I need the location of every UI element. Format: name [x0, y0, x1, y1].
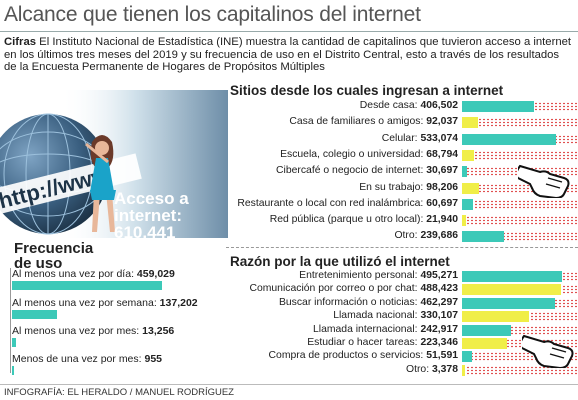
site-label: Casa de familiares o amigos: 92,037: [289, 116, 458, 128]
pointer-hand-icon: [518, 164, 570, 198]
pointer-hand-icon-2: [522, 334, 574, 368]
reason-label: Estudiar o hacer tareas: 223,346: [307, 337, 458, 348]
intro-paragraph: Cifras El Instituto Nacional de Estadíst…: [4, 36, 574, 74]
intro-text: El Instituto Nacional de Estadística (IN…: [4, 36, 572, 73]
frequency-title-line-1: Frecuencia: [14, 240, 94, 257]
reason-bar: [462, 338, 508, 349]
hero-value: 610,441: [114, 223, 176, 238]
footer-divider: [0, 384, 578, 385]
reason-value: 51,591: [426, 350, 458, 362]
site-label: Desde casa: 406,502: [359, 100, 458, 111]
site-bar: [462, 182, 480, 194]
frequency-bar: [12, 366, 14, 375]
site-dots: [462, 118, 578, 128]
reason-dots: [462, 325, 578, 335]
reason-bar: [462, 297, 556, 309]
reason-dots: [462, 339, 578, 348]
reason-bar: [462, 324, 512, 336]
reason-label: Entretenimiento personal: 495,271: [299, 270, 458, 281]
site-dots: [462, 150, 578, 160]
internet-access-callout: Acceso a internet: 610,441 capitalinos: [114, 190, 224, 238]
site-value: 68,794: [426, 148, 458, 160]
reason-value: 3,378: [431, 363, 458, 375]
reason-label: Llamada nacional: 330,107: [333, 310, 458, 322]
reason-value: 242,917: [420, 323, 458, 335]
reason-bar: [462, 351, 473, 363]
frequency-bar: [12, 310, 57, 319]
reason-label: Compra de productos o servicios: 51,591: [268, 350, 458, 362]
reason-bar: [462, 284, 561, 296]
site-dots: [462, 232, 578, 242]
reason-value: 495,271: [420, 270, 458, 281]
section-divider: [226, 247, 578, 248]
frequency-value: 13,256: [142, 325, 175, 337]
frequency-label: Al menos una vez por día: 459,029: [12, 268, 175, 280]
frequency-value: 137,202: [159, 297, 198, 309]
reason-bar: [462, 364, 465, 376]
site-label: En su trabajo: 98,206: [359, 181, 458, 193]
site-label: Otro: 239,686: [394, 230, 458, 242]
intro-lead: Cifras: [4, 36, 37, 48]
reason-value: 330,107: [420, 310, 458, 322]
reason-label: Buscar información o noticias: 462,297: [278, 296, 458, 308]
reason-value: 223,346: [420, 337, 458, 348]
reason-dots: [462, 365, 578, 375]
site-dots: [462, 199, 578, 209]
site-value: 406,502: [420, 100, 458, 111]
hero-line-1: Acceso a: [114, 189, 189, 208]
sites-title: Sitios desde los cuales ingresan a inter…: [230, 83, 504, 98]
site-value: 30,697: [426, 165, 458, 177]
frequency-title-line-2: de uso: [14, 255, 63, 272]
reason-bar: [462, 271, 562, 282]
site-bar: [462, 101, 534, 112]
site-value: 21,940: [426, 214, 458, 226]
site-label: Escuela, colegio o universidad: 68,794: [280, 148, 458, 160]
site-label: Cibercafé o negocio de internet: 30,697: [276, 165, 458, 177]
site-value: 98,206: [426, 181, 458, 193]
site-value: 239,686: [420, 230, 458, 242]
site-value: 60,697: [426, 197, 458, 209]
hero-svg: http://www: [0, 90, 228, 238]
frequency-title: Frecuencia de uso: [14, 241, 93, 271]
site-value: 533,074: [420, 132, 458, 144]
site-label: Restaurante o local con red inalámbrica:…: [237, 197, 458, 209]
frequency-value: 955: [144, 353, 163, 365]
frequency-axis: [10, 268, 11, 373]
site-bar: [462, 198, 473, 210]
title-divider: [0, 31, 578, 32]
site-bar: [462, 149, 475, 161]
frequency-bar: [12, 281, 162, 290]
site-bar: [462, 166, 468, 178]
site-dots: [462, 216, 578, 226]
woman-illustration: [85, 135, 116, 232]
hero-illustration: http://www Acceso a internet: 610,441 ca…: [0, 90, 228, 238]
site-bar: [462, 231, 505, 243]
site-bar: [462, 133, 556, 145]
reason-value: 462,297: [420, 296, 458, 308]
credits: INFOGRAFÍA: EL HERALDO / MANUEL RODRÍGUE…: [4, 387, 234, 398]
reason-bar: [462, 311, 529, 323]
site-bar: [462, 215, 466, 227]
frequency-bar: [12, 338, 17, 347]
reasons-title: Razón por la que utilizó el internet: [230, 254, 450, 269]
frequency-value: 459,029: [136, 268, 175, 280]
reason-value: 488,423: [420, 283, 458, 295]
reason-dots: [462, 352, 578, 362]
site-label: Red pública (parque u otro local): 21,94…: [269, 214, 458, 226]
page-title: Alcance que tienen los capitalinos del i…: [4, 3, 421, 26]
reason-label: Otro: 3,378: [406, 363, 458, 375]
reason-label: Llamada internacional: 242,917: [312, 323, 458, 335]
site-dots: [462, 183, 578, 193]
site-value: 92,037: [426, 116, 458, 128]
reason-label: Comunicación por correo o por chat: 488,…: [249, 283, 458, 295]
frequency-label: Menos de una vez por mes: 955: [12, 353, 163, 365]
frequency-label: Al menos una vez por semana: 137,202: [12, 297, 198, 309]
site-bar: [462, 117, 479, 129]
hero-line-2: internet:: [114, 206, 182, 225]
frequency-label: Al menos una vez por mes: 13,256: [12, 325, 175, 337]
site-label: Celular: 533,074: [381, 132, 458, 144]
